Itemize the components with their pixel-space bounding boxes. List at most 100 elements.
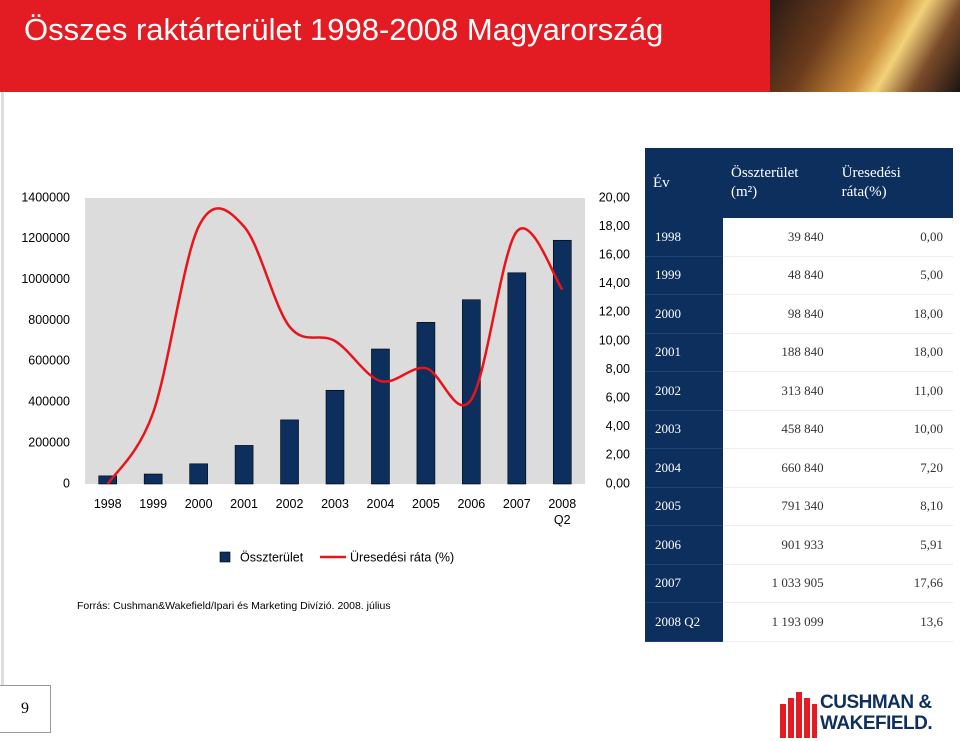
logo-text: CUSHMAN & bbox=[820, 692, 932, 713]
x-tick-label: 2005 bbox=[412, 497, 440, 511]
y2-tick-label: 6,00 bbox=[606, 390, 630, 404]
table-cell: 5,91 bbox=[833, 525, 953, 565]
x-tick-label: 2008 Q2 bbox=[548, 497, 577, 527]
table-cell: 0,00 bbox=[833, 218, 953, 257]
table-cell: 2005 bbox=[645, 487, 723, 526]
bar bbox=[234, 445, 254, 485]
table-header-cell: Üresedési ráta(%) bbox=[833, 148, 953, 218]
table-cell: 2003 bbox=[645, 410, 723, 449]
table-cell: 11,00 bbox=[833, 371, 953, 411]
table-cell: 7,20 bbox=[833, 448, 953, 488]
table-cell: 2000 bbox=[645, 294, 723, 334]
legend-swatch bbox=[219, 551, 231, 563]
table-cell: 660 840 bbox=[723, 448, 834, 488]
table-cell: 458 840 bbox=[723, 410, 834, 449]
table-cell: 313 840 bbox=[723, 371, 834, 411]
table-cell: 1998 bbox=[645, 218, 723, 257]
table-cell: 1999 bbox=[645, 256, 723, 295]
y2-tick-label: 18,00 bbox=[599, 219, 630, 233]
table-cell: 2007 bbox=[645, 564, 723, 603]
table-row: 1999 48 840 5,00 bbox=[645, 256, 953, 295]
legend-label: Üresedési ráta (%) bbox=[350, 550, 454, 564]
y2-tick-label: 16,00 bbox=[599, 247, 630, 261]
y2-tick-label: 0,00 bbox=[606, 476, 630, 490]
y2-tick-label: 20,00 bbox=[599, 190, 630, 204]
x-tick-label: 2007 bbox=[502, 497, 531, 511]
bar bbox=[189, 463, 208, 485]
bar bbox=[325, 389, 345, 485]
header-photo bbox=[770, 0, 960, 92]
slide-title: Összes raktárterület 1998-2008 Magyarors… bbox=[24, 12, 664, 47]
logo: CUSHMAN & WAKEFIELD. bbox=[778, 690, 960, 738]
table-cell: 18,00 bbox=[833, 294, 953, 334]
x-tick-label: 1998 bbox=[93, 497, 122, 511]
y-tick-label: 0 bbox=[63, 476, 70, 490]
table-cell: 17,66 bbox=[833, 564, 953, 603]
y-tick-label: 200000 bbox=[28, 435, 70, 449]
logo-mark bbox=[780, 692, 817, 738]
y2-tick-label: 14,00 bbox=[599, 276, 630, 290]
y-tick-label: 1400000 bbox=[21, 190, 70, 204]
table-cell: 13,6 bbox=[833, 602, 953, 642]
table-row: 2004 660 840 7,20 bbox=[645, 448, 953, 488]
table-cell: 901 933 bbox=[723, 525, 834, 565]
table-row: 1998 39 840 0,00 bbox=[645, 218, 953, 257]
border bbox=[1, 92, 4, 685]
table-cell: 2001 bbox=[645, 333, 723, 372]
bar bbox=[371, 348, 390, 485]
x-tick-label: 2006 bbox=[457, 497, 486, 511]
table-cell: 5,00 bbox=[833, 256, 953, 295]
bar bbox=[552, 239, 572, 485]
table-cell: 48 840 bbox=[723, 256, 834, 295]
bar bbox=[462, 299, 481, 485]
table-cell: 2004 bbox=[645, 448, 723, 488]
table-cell: 18,00 bbox=[833, 333, 953, 372]
table-cell: 791 340 bbox=[723, 487, 834, 526]
bar bbox=[143, 473, 163, 485]
table-row: 2001 188 840 18,00 bbox=[645, 333, 953, 372]
chart: 0 200000 400000 600000 800000 1000000 1200000 1… bbox=[21, 190, 630, 564]
table-row: 2006 901 933 5,91 bbox=[645, 525, 953, 565]
x-tick-label: 2002 bbox=[275, 497, 304, 511]
x-tick-label: 1999 bbox=[139, 497, 168, 511]
table-row: 2005 791 340 8,10 bbox=[645, 487, 953, 526]
bar bbox=[416, 322, 436, 485]
table-row: 2002 313 840 11,00 bbox=[645, 371, 953, 411]
y2-tick-label: 2,00 bbox=[606, 448, 630, 462]
bar bbox=[280, 419, 299, 485]
table-row: 2000 98 840 18,00 bbox=[645, 294, 953, 334]
title-bar bbox=[0, 0, 770, 92]
x-tick-label: 2003 bbox=[321, 497, 349, 511]
table-cell: 39 840 bbox=[723, 218, 834, 257]
page-number: 9 bbox=[0, 685, 51, 733]
y-tick-label: 600000 bbox=[28, 354, 70, 368]
legend-label: Összterület bbox=[240, 550, 304, 564]
y-tick-label: 1200000 bbox=[21, 231, 70, 245]
y2-tick-label: 4,00 bbox=[606, 419, 630, 433]
table-cell: 2006 bbox=[645, 525, 723, 565]
logo-text: WAKEFIELD. bbox=[820, 713, 933, 734]
table-cell: 2008 Q2 bbox=[645, 602, 723, 642]
y-tick-label: 400000 bbox=[28, 395, 70, 409]
y2-tick-label: 10,00 bbox=[599, 333, 630, 347]
bar bbox=[507, 272, 527, 485]
table-cell: 98 840 bbox=[723, 294, 834, 334]
table-cell: 188 840 bbox=[723, 333, 834, 372]
table-row: 2007 1 033 905 17,66 bbox=[645, 564, 953, 603]
rate-line bbox=[106, 207, 564, 485]
table-row: 2003 458 840 10,00 bbox=[645, 410, 953, 449]
source-note: Forrás: Cushman&Wakefield/Ipari és Marke… bbox=[77, 600, 391, 612]
x-tick-label: 2000 bbox=[184, 497, 213, 511]
table-header: Év Összterület (m²) Üresedési ráta(%) bbox=[645, 148, 953, 218]
table-row: 2008 Q2 1 193 099 13,6 bbox=[645, 602, 953, 642]
table-header-cell: Év bbox=[645, 148, 723, 218]
table-cell: 1 193 099 bbox=[723, 602, 834, 642]
table-cell: 10,00 bbox=[833, 410, 953, 449]
x-tick-label: 2001 bbox=[230, 497, 258, 511]
data-table: Év Összterület (m²) Üresedési ráta(%) 1998… bbox=[645, 148, 953, 642]
y2-tick-label: 8,00 bbox=[606, 362, 630, 376]
table-cell: 8,10 bbox=[833, 487, 953, 526]
table-cell: 2002 bbox=[645, 371, 723, 411]
y-tick-label: 800000 bbox=[28, 313, 70, 327]
